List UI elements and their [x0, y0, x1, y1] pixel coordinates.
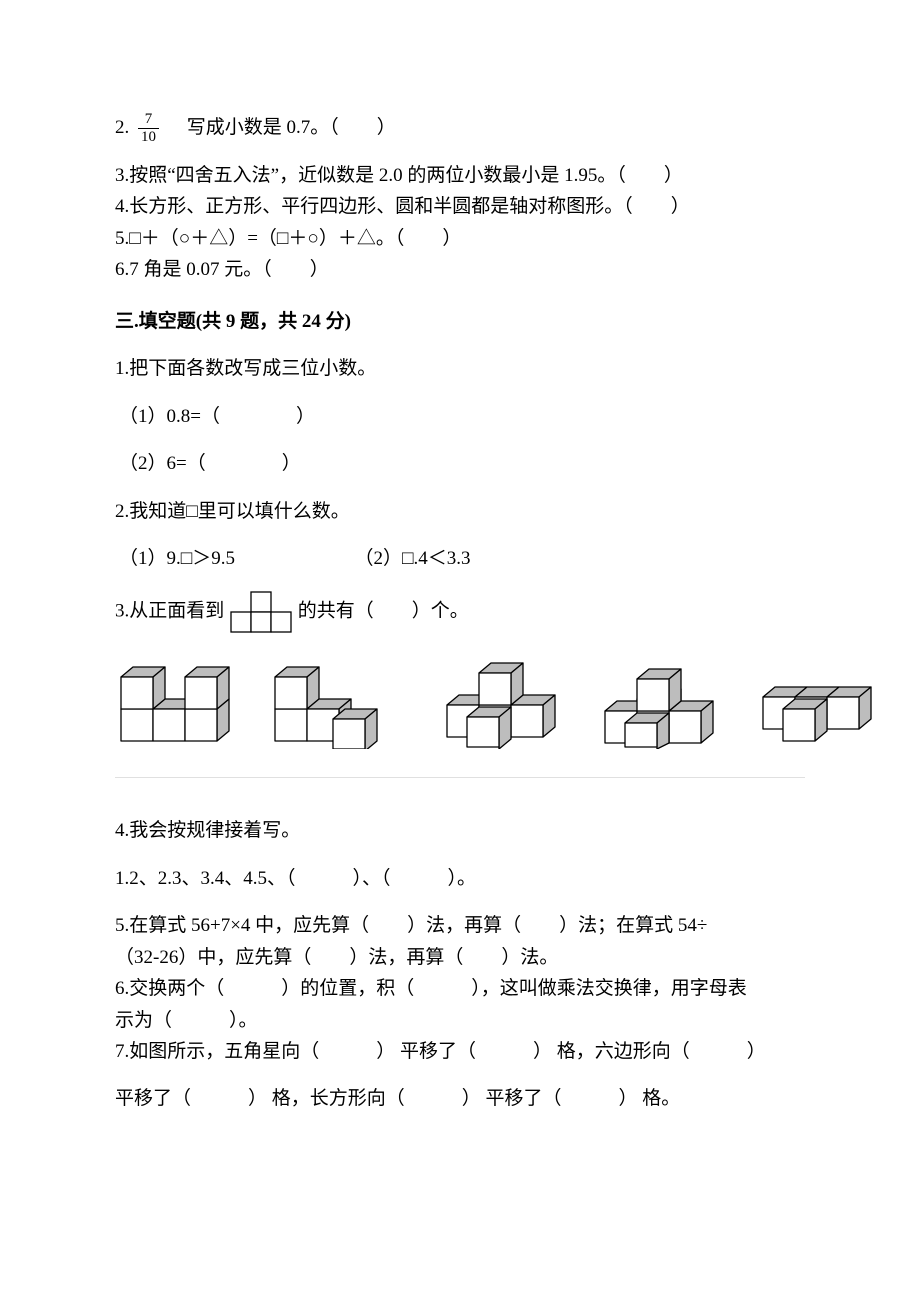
s3-q3-post: 的共有（ ）个。 — [298, 601, 469, 622]
fraction-numerator: 7 — [138, 112, 159, 128]
cube-figure-3 — [429, 655, 563, 749]
q2-prefix: 2. — [115, 117, 129, 138]
s3-q7-b: 平移了（ ） 格，长方形向（ ） 平移了（ ） 格。 — [115, 1084, 805, 1113]
front-view-shape-icon — [229, 591, 293, 633]
fraction-denominator: 10 — [138, 128, 159, 145]
cube-figure-4 — [591, 655, 719, 749]
judge-q2: 2. 7 10 写成小数是 0.7。（ ） — [115, 112, 805, 145]
cube-figure-2 — [267, 655, 401, 749]
s3-q4-line: 1.2、2.3、3.4、4.5、（ ）、（ ）。 — [115, 864, 805, 893]
cube-figures-row — [115, 655, 805, 749]
q2-text: 写成小数是 0.7。（ ） — [187, 117, 396, 138]
s3-q3-pre: 3.从正面看到 — [115, 601, 224, 622]
cube-figure-5 — [747, 669, 881, 749]
s3-q6-b: 示为（ ）。 — [115, 1006, 805, 1035]
fraction-7-10: 7 10 — [138, 112, 159, 145]
s3-q6-a: 6.交换两个（ ）的位置，积（ ），这叫做乘法交换律，用字母表 — [115, 974, 805, 1003]
s3-q5-b: （32-26）中，应先算（ ）法，再算（ ）法。 — [115, 943, 805, 972]
section-3-title: 三.填空题(共 9 题，共 24 分) — [115, 307, 805, 336]
judge-q6: 6.7 角是 0.07 元。（ ） — [115, 255, 805, 284]
s3-q1-a: （1）0.8=（ ） — [115, 402, 805, 431]
s3-q4-stem: 4.我会按规律接着写。 — [115, 816, 805, 845]
s3-q7-a: 7.如图所示，五角星向（ ） 平移了（ ） 格，六边形向（ ） — [115, 1037, 805, 1066]
s3-q2-a: （1）9.□＞9.5 — [119, 548, 235, 569]
judge-q3: 3.按照“四舍五入法”，近似数是 2.0 的两位小数最小是 1.95。（ ） — [115, 161, 805, 190]
s3-q3-line: 3.从正面看到 的共有（ ）个。 — [115, 591, 805, 633]
judge-q4: 4.长方形、正方形、平行四边形、圆和半圆都是轴对称图形。（ ） — [115, 192, 805, 221]
s3-q2-b: （2）□.4＜3.3 — [354, 548, 470, 569]
s3-q2-row: （1）9.□＞9.5 （2）□.4＜3.3 — [115, 544, 805, 573]
judge-q5: 5.□＋（○＋△）=（□＋○）＋△。（ ） — [115, 224, 805, 253]
s3-q5-a: 5.在算式 56+7×4 中，应先算（ ）法，再算（ ）法；在算式 54÷ — [115, 911, 805, 940]
s3-q2-stem: 2.我知道□里可以填什么数。 — [115, 497, 805, 526]
cube-figure-1 — [115, 655, 239, 749]
s3-q1-b: （2）6=（ ） — [115, 449, 805, 478]
s3-q1-stem: 1.把下面各数改写成三位小数。 — [115, 354, 805, 383]
